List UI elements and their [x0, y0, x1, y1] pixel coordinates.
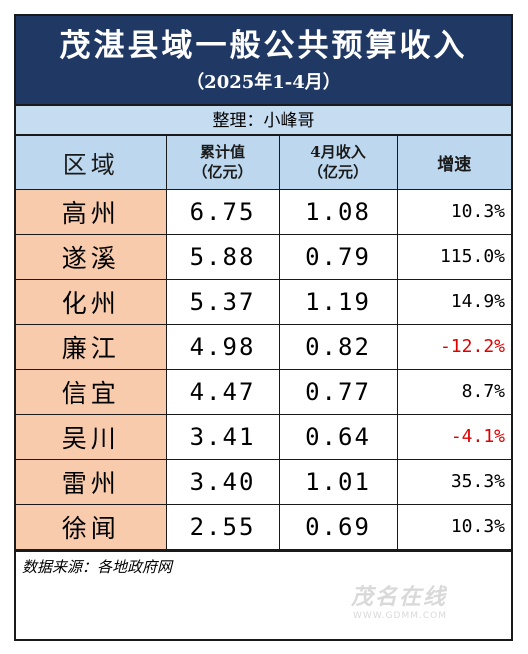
table-row: 高州 6.75 1.08 10.3% [16, 188, 511, 235]
table-card: 茂湛县域一般公共预算收入 （2025年1-4月） 整理：小峰哥 区域 累计值 （… [14, 14, 513, 641]
cumulative-cell: 5.88 [165, 233, 280, 280]
growth-cell: 115.0% [396, 233, 511, 280]
april-cell: 0.64 [278, 413, 398, 460]
april-cell: 1.01 [278, 458, 398, 505]
growth-cell: 10.3% [396, 503, 511, 550]
growth-cell: -12.2% [396, 323, 511, 370]
watermark-url: WWW.GDMM.COM [353, 611, 447, 621]
table-row: 遂溪 5.88 0.79 115.0% [16, 233, 511, 280]
april-cell: 1.19 [278, 278, 398, 325]
region-cell: 雷州 [16, 458, 167, 505]
header-growth: 增速 [396, 136, 511, 190]
header-cumulative: 累计值 （亿元） [165, 136, 280, 190]
header-region: 区域 [16, 136, 167, 190]
region-cell: 高州 [16, 188, 167, 235]
cumulative-cell: 4.98 [165, 323, 280, 370]
region-cell: 化州 [16, 278, 167, 325]
cumulative-cell: 5.37 [165, 278, 280, 325]
cumulative-cell: 2.55 [165, 503, 280, 550]
april-cell: 0.69 [278, 503, 398, 550]
watermark-logo: 茂名在线 [350, 585, 447, 610]
header-april-unit: （亿元） [307, 163, 368, 182]
title-block: 茂湛县域一般公共预算收入 （2025年1-4月） [16, 16, 511, 106]
growth-cell: 10.3% [396, 188, 511, 235]
cumulative-cell: 6.75 [165, 188, 280, 235]
region-cell: 徐闻 [16, 503, 167, 550]
growth-cell: -4.1% [396, 413, 511, 460]
growth-cell: 14.9% [396, 278, 511, 325]
april-cell: 0.82 [278, 323, 398, 370]
header-cumulative-label: 累计值 [199, 143, 245, 162]
table-row: 廉江 4.98 0.82 -12.2% [16, 323, 511, 370]
region-cell: 廉江 [16, 323, 167, 370]
table-body: 高州 6.75 1.08 10.3% 遂溪 5.88 0.79 115.0% 化州 5.37 1.1… [16, 188, 511, 550]
page-title: 茂湛县域一般公共预算收入 [59, 28, 468, 64]
table-row: 化州 5.37 1.19 14.9% [16, 278, 511, 325]
table-row: 信宜 4.47 0.77 8.7% [16, 368, 511, 415]
region-cell: 信宜 [16, 368, 167, 415]
data-source-note: 数据来源：各地政府网 [16, 549, 511, 577]
revenue-table: 区域 累计值 （亿元） 4月收入 （亿元） 增速 高州 6.75 1.08 10.3%… [16, 136, 511, 550]
april-cell: 1.08 [278, 188, 398, 235]
growth-cell: 35.3% [396, 458, 511, 505]
table-row: 雷州 3.40 1.01 35.3% [16, 458, 511, 505]
compiler-credit: 整理：小峰哥 [16, 106, 511, 136]
watermark: 茂名在线 WWW.GDMM.COM [351, 579, 447, 621]
table-row: 吴川 3.41 0.64 -4.1% [16, 413, 511, 460]
header-april-label: 4月收入 [310, 143, 366, 162]
region-cell: 遂溪 [16, 233, 167, 280]
header-cumulative-unit: （亿元） [192, 163, 253, 182]
growth-cell: 8.7% [396, 368, 511, 415]
april-cell: 0.79 [278, 233, 398, 280]
table-row: 徐闻 2.55 0.69 10.3% [16, 503, 511, 550]
april-cell: 0.77 [278, 368, 398, 415]
page-subtitle: （2025年1-4月） [186, 72, 341, 93]
cumulative-cell: 3.41 [165, 413, 280, 460]
cumulative-cell: 3.40 [165, 458, 280, 505]
header-april: 4月收入 （亿元） [278, 136, 398, 190]
cumulative-cell: 4.47 [165, 368, 280, 415]
table-header-row: 区域 累计值 （亿元） 4月收入 （亿元） 增速 [16, 136, 511, 190]
region-cell: 吴川 [16, 413, 167, 460]
